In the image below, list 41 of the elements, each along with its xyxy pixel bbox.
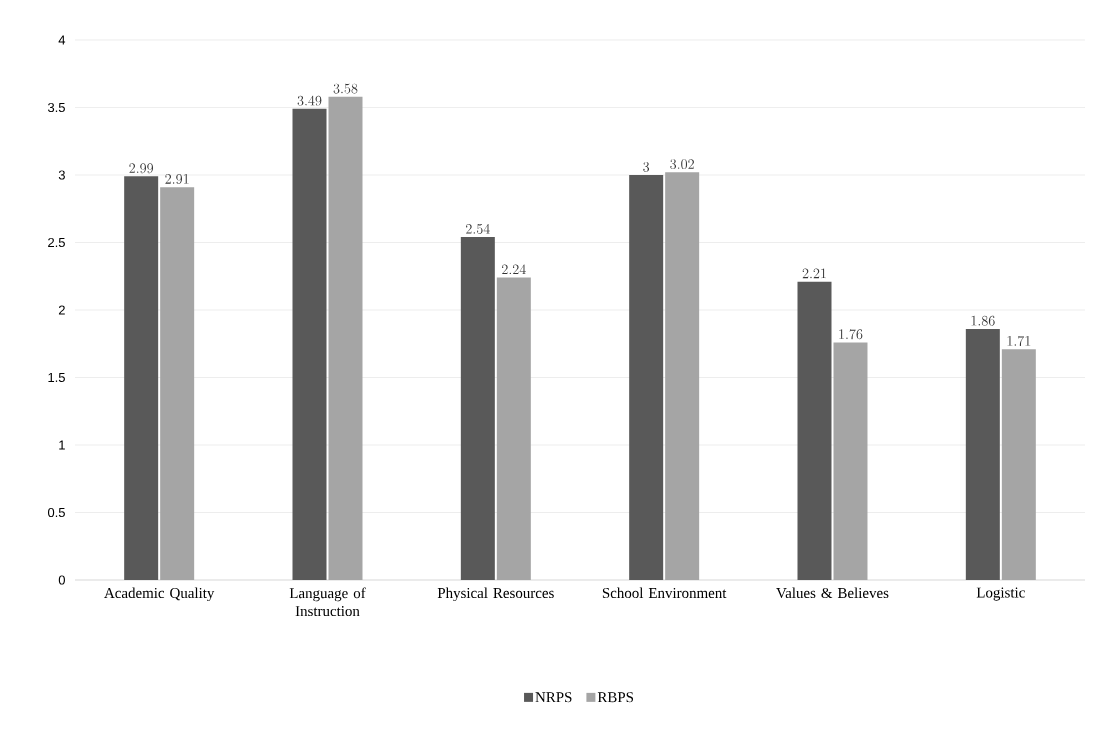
bar [1001, 349, 1036, 580]
x-tick-label: Values & Believes [776, 587, 889, 599]
bar [833, 342, 868, 580]
bar [797, 281, 832, 580]
data-label: 2.24 [502, 264, 526, 275]
x-tick-label: Logistic [976, 587, 1025, 601]
bar [665, 172, 700, 580]
x-tick-label: Academic Quality [104, 587, 215, 602]
data-label: 2.21 [802, 268, 826, 279]
data-label: 1 .86 [971, 315, 995, 326]
legend-label: RBPS [597, 692, 634, 703]
bar [160, 187, 195, 580]
bar [328, 96, 363, 580]
y-tick-label: 3.5 [47, 102, 65, 113]
data-label: 1 .76 [839, 329, 863, 340]
data-label: 2.54 [466, 223, 490, 234]
bar [965, 328, 1000, 580]
data-label: 2.91 [165, 174, 189, 184]
bar [124, 176, 159, 580]
y-tick-label: 1 [59, 440, 65, 450]
x-tick-label: Language of Instruction [289, 587, 366, 617]
y-tick-label: 2.5 [48, 237, 65, 248]
bar [629, 175, 664, 580]
data-label: 1 .71 [1007, 335, 1031, 346]
bar [460, 237, 495, 580]
data-label: 2.99 [129, 163, 154, 174]
data-label: 3.58 [333, 83, 358, 94]
x-tick-label: School Environment [602, 587, 727, 599]
data-label: 3 [643, 161, 650, 172]
data-label: 3.49 [297, 95, 322, 106]
bar [292, 108, 327, 580]
y-tick-label: 4 [58, 35, 66, 45]
y-tick-label: 0 [58, 575, 65, 585]
y-tick-label: 2 [58, 305, 65, 315]
y-tick-label: 0.5 [47, 507, 65, 518]
y-tick-label: 1.5 [48, 372, 65, 383]
y-tick-label: 3 [58, 170, 65, 180]
bar [496, 277, 531, 580]
x-tick-label: Physical Resources [437, 587, 554, 602]
data-label: 3.02 [670, 159, 694, 170]
legend-label: NRPS [535, 692, 572, 703]
